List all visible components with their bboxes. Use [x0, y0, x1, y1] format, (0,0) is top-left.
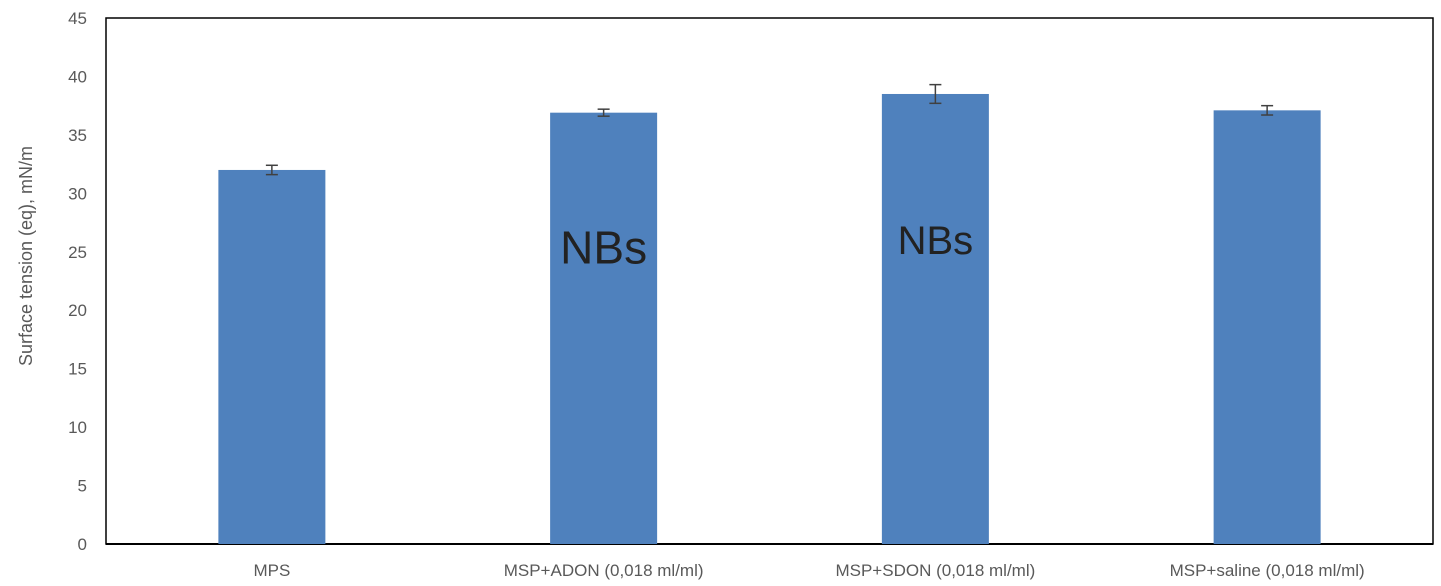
y-tick-label: 45 [68, 9, 87, 28]
y-tick-label: 25 [68, 243, 87, 262]
bar [1213, 110, 1321, 544]
y-tick-label: 5 [78, 477, 87, 496]
y-tick-label: 40 [68, 67, 87, 86]
error-bar [265, 164, 278, 176]
y-tick-label: 0 [78, 535, 87, 554]
x-category-label: MSP+ADON (0,018 ml/ml) [504, 561, 704, 580]
x-category-label: MSP+saline (0,018 ml/ml) [1170, 561, 1365, 580]
error-bar [597, 108, 610, 117]
y-tick-label: 15 [68, 360, 87, 379]
nbs-annotation: NBs [560, 221, 647, 273]
y-axis-ticks: 0 5 10 15 20 25 30 35 40 45 [68, 9, 87, 554]
bar [550, 112, 658, 545]
y-axis-title: Surface tension (eq), mN/m [16, 146, 36, 366]
x-category-label: MPS [253, 561, 290, 580]
x-axis-labels: MPS MSP+ADON (0,018 ml/ml) MSP+SDON (0,018… [253, 561, 1364, 580]
y-tick-label: 10 [68, 418, 87, 437]
bar [218, 169, 326, 544]
y-tick-label: 35 [68, 126, 87, 145]
error-bar [1261, 104, 1274, 116]
x-category-label: MSP+SDON (0,018 ml/ml) [835, 561, 1035, 580]
plot-frame [105, 17, 1434, 545]
annotations: NBs NBs [560, 219, 973, 273]
bars [218, 93, 1321, 545]
nbs-annotation: NBs [898, 219, 974, 263]
y-tick-label: 20 [68, 301, 87, 320]
y-tick-label: 30 [68, 184, 87, 203]
bar [881, 93, 989, 544]
error-bar [929, 83, 942, 105]
error-bars [265, 83, 1274, 176]
